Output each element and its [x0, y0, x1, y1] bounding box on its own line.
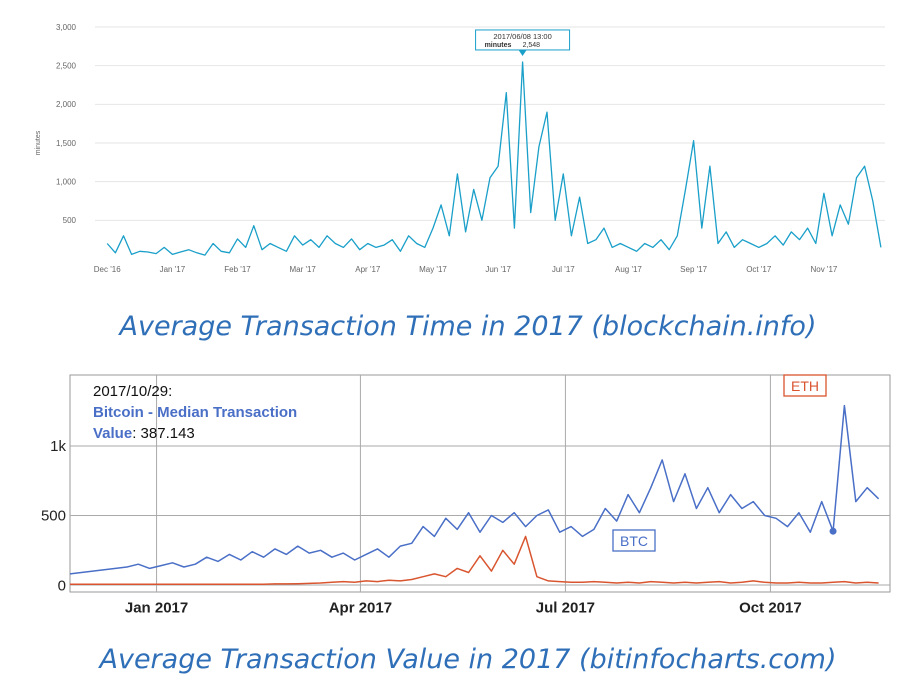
x-tick-label: Feb '17	[224, 265, 251, 274]
plot-frame	[69, 374, 891, 593]
x-tick-label: Nov '17	[810, 265, 837, 274]
series-label-box	[783, 374, 827, 397]
tooltip-name: Value	[93, 425, 132, 442]
series-line	[70, 535, 879, 586]
tooltip-name: minutes	[485, 42, 512, 49]
x-tick-label: Jan '17	[160, 265, 186, 274]
y-tick-label: 1,000	[56, 177, 77, 186]
x-tick-label: Aug '17	[615, 265, 642, 274]
tooltip-pointer	[518, 49, 527, 56]
tooltip-value: : 387.143	[132, 425, 195, 442]
x-tick-label: Apr '17	[355, 265, 381, 274]
hover-dot	[829, 527, 837, 535]
y-tick-label: 3,000	[56, 23, 77, 32]
tooltip-date: 2017/06/08 13:00	[493, 32, 551, 41]
y-tick-label: 0	[58, 577, 66, 594]
y-tick-label: 1k	[50, 438, 66, 455]
series-line	[106, 61, 882, 256]
x-tick-label: May '17	[419, 265, 447, 274]
x-tick-label: Mar '17	[289, 265, 316, 274]
x-tick-label: Jan 2017	[125, 599, 188, 616]
y-tick-label: 500	[63, 216, 77, 225]
caption-top: Average Transaction Time in 2017 (blockc…	[118, 311, 817, 342]
series-label: BTC	[620, 533, 648, 549]
x-tick-label: Oct 2017	[739, 599, 802, 616]
tooltip-date: 2017/10/29:	[93, 383, 172, 400]
y-tick-label: 1,500	[56, 139, 77, 148]
tooltip-value: 2,548	[523, 42, 541, 49]
caption-bottom: Average Transaction Value in 2017 (bitin…	[98, 644, 837, 675]
y-tick-label: 2,500	[56, 61, 77, 70]
y-tick-label: 2,000	[56, 100, 77, 109]
x-tick-label: Sep '17	[680, 265, 707, 274]
y-tick-label: 500	[41, 508, 66, 525]
series-label: ETH	[791, 378, 819, 394]
y-axis-label: minutes	[35, 130, 42, 155]
x-tick-label: Apr 2017	[329, 599, 392, 616]
x-tick-label: Jun '17	[485, 265, 511, 274]
series-line	[69, 404, 880, 575]
x-tick-label: Jul 2017	[536, 599, 595, 616]
x-tick-label: Oct '17	[746, 265, 772, 274]
x-tick-label: Jul '17	[552, 265, 575, 274]
x-tick-label: Dec '16	[94, 265, 121, 274]
tooltip-name: Bitcoin - Median Transaction	[93, 404, 297, 421]
series-label-box	[612, 529, 656, 552]
